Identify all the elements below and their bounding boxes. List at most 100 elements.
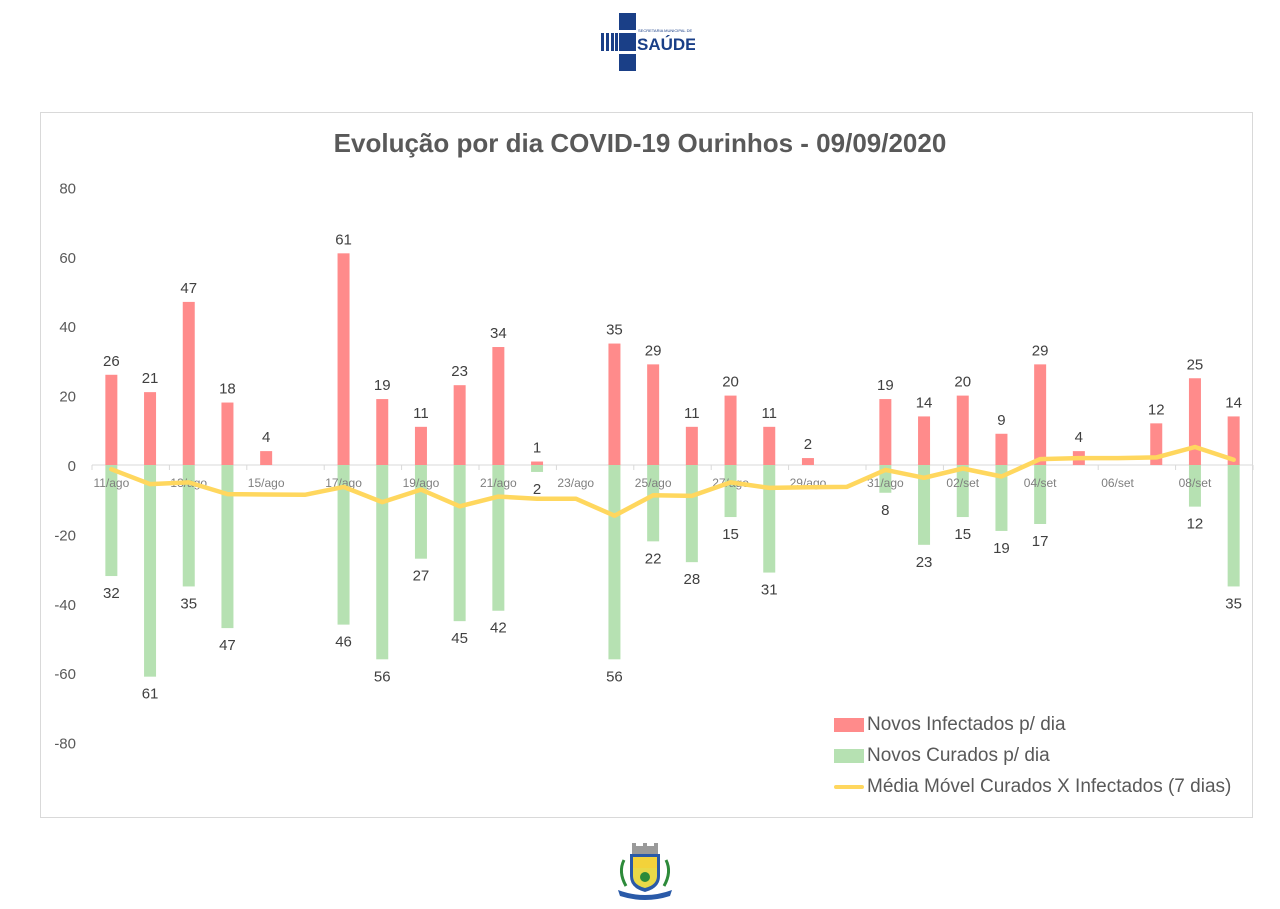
infectados-data-label: 21 [142,370,159,387]
infectados-bar [725,396,737,465]
y-tick-label: 20 [59,389,76,406]
curados-bar [725,465,737,517]
curados-data-label: 22 [645,550,662,567]
infectados-data-label: 20 [722,374,739,391]
x-tick-label: 06/set [1101,476,1134,490]
curados-data-label: 12 [1187,516,1204,533]
infectados-data-label: 19 [374,377,391,394]
curados-bar [957,465,969,517]
infectados-data-label: 18 [219,381,236,398]
curados-data-label: 42 [490,620,507,637]
data-labels: 2621471846119112334135291120112191420929… [103,231,1242,702]
infectados-data-label: 19 [877,377,894,394]
legend-item-media-movel: Média Móvel Curados X Infectados (7 dias… [834,771,1231,802]
infectados-bar [957,396,969,465]
infectados-bar [221,403,233,465]
infectados-data-label: 11 [413,405,429,422]
infectados-bar [686,427,698,465]
infectados-bar [376,399,388,465]
y-tick-label: 60 [59,250,76,267]
curados-bar [531,465,543,472]
x-tick-label: 21/ago [480,476,517,490]
curados-data-label: 61 [142,686,159,703]
infectados-bar [763,427,775,465]
infectados-data-label: 14 [1225,394,1242,411]
infectados-data-label: 14 [916,394,933,411]
city-coat-of-arms-icon [612,842,678,904]
infectados-bar [260,451,272,465]
infectados-data-label: 34 [490,325,507,342]
infectados-bar [879,399,891,465]
x-axis-ticks [92,465,1253,470]
infectados-data-label: 11 [761,405,777,422]
infectados-data-label: 20 [954,374,971,391]
curados-bar [1034,465,1046,524]
infectados-bar [647,364,659,465]
curados-data-label: 27 [413,568,430,585]
infectados-bar [531,462,543,465]
legend-swatch-infectados [834,718,864,732]
curados-bar [221,465,233,628]
infectados-bar [1189,378,1201,465]
curados-bar [763,465,775,573]
curados-data-label: 19 [993,540,1010,557]
infectados-data-label: 2 [804,436,812,453]
curados-bar [608,465,620,659]
infectados-bar [918,416,930,465]
y-tick-label: -40 [54,597,76,614]
curados-data-label: 23 [916,554,933,571]
legend: Novos Infectados p/ dia Novos Curados p/… [834,709,1231,802]
x-tick-label: 04/set [1024,476,1057,490]
infectados-bar [492,347,504,465]
y-tick-label: 80 [59,180,76,197]
curados-data-label: 32 [103,585,120,602]
curados-data-label: 2 [533,481,541,498]
infectados-bar [608,344,620,465]
legend-item-infectados: Novos Infectados p/ dia [834,709,1231,740]
curados-bar [686,465,698,562]
curados-data-label: 35 [1225,595,1242,612]
infectados-bar [105,375,117,465]
infectados-bar [1034,364,1046,465]
infectados-bar [802,458,814,465]
infectados-bar [144,392,156,465]
curados-data-label: 28 [684,571,701,588]
y-tick-label: 40 [59,319,76,336]
x-tick-label: 25/ago [635,476,672,490]
curados-bar [144,465,156,677]
curados-data-label: 35 [180,595,197,612]
x-tick-label: 31/ago [867,476,904,490]
infectados-data-label: 25 [1187,356,1204,373]
legend-label-media-movel: Média Móvel Curados X Infectados (7 dias… [867,776,1231,798]
infectados-bar [415,427,427,465]
infectados-data-label: 12 [1148,401,1165,418]
infectados-data-label: 23 [451,363,468,380]
infectados-bar [338,253,350,465]
infectados-data-label: 35 [606,322,623,339]
legend-swatch-curados [834,749,864,763]
y-tick-label: -60 [54,666,76,683]
infectados-data-label: 61 [335,231,352,248]
infectados-data-label: 29 [645,342,662,359]
x-tick-label: 02/set [946,476,979,490]
curados-data-label: 56 [606,668,623,685]
infectados-data-label: 47 [180,280,197,297]
curados-data-label: 46 [335,634,352,651]
curados-data-label: 8 [881,502,889,519]
x-tick-label: 23/ago [557,476,594,490]
legend-label-curados: Novos Curados p/ dia [867,745,1050,767]
x-tick-label: 11/ago [93,476,129,490]
infectados-data-label: 4 [262,429,270,446]
legend-label-infectados: Novos Infectados p/ dia [867,714,1066,736]
curados-data-label: 47 [219,637,236,654]
infectados-data-label: 26 [103,353,120,370]
curados-data-label: 31 [761,582,778,599]
infectados-bar [454,385,466,465]
infectados-bar [183,302,195,465]
y-tick-label: -20 [54,527,76,544]
curados-data-label: 17 [1032,533,1049,550]
y-tick-label: 0 [68,458,76,475]
infectados-data-label: 9 [997,412,1005,429]
